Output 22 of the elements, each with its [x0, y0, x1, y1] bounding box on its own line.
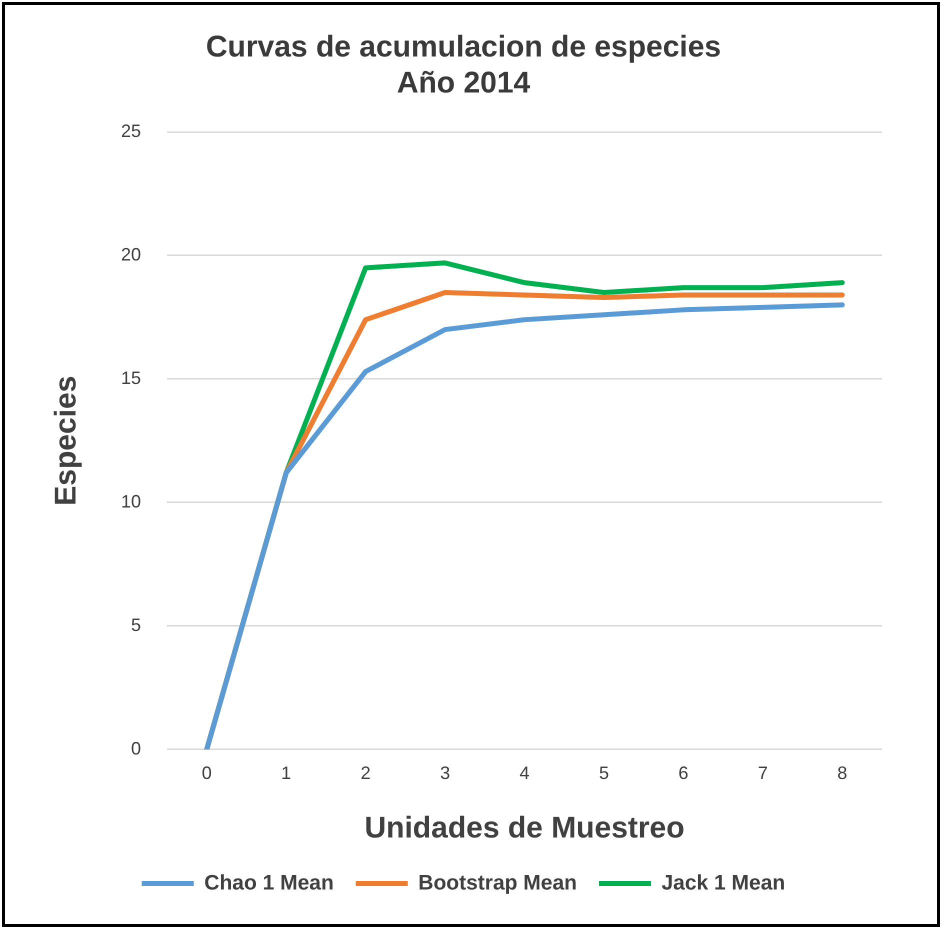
y-tick-label: 10 — [120, 491, 142, 512]
text: Año 2014 — [396, 66, 530, 100]
x-tick-label: 7 — [758, 763, 768, 784]
x-tick-label: 5 — [598, 763, 609, 784]
legend-label: Chao 1 Mean — [204, 871, 334, 894]
x-tick-label: 2 — [360, 763, 371, 784]
legend-label: Jack 1 Mean — [661, 871, 786, 894]
y-tick-label: 20 — [120, 244, 142, 264]
y-tick-label: 15 — [120, 368, 142, 388]
text: Curvas de acumulacion de especies — [206, 30, 722, 64]
x-tick-label: 6 — [678, 763, 688, 784]
x-tick-label: 1 — [281, 763, 292, 784]
y-axis-title: Especies — [49, 376, 82, 506]
x-tick-label: 8 — [837, 763, 848, 784]
y-tick-label: 5 — [131, 614, 142, 635]
x-tick-label: 3 — [440, 763, 450, 784]
y-tick-label: 25 — [120, 120, 142, 141]
x-tick-label: 4 — [520, 763, 530, 784]
y-tick-label: 0 — [131, 738, 142, 758]
legend-label: Bootstrap Mean — [418, 871, 577, 894]
x-axis-title: Unidades de Muestreo — [364, 811, 685, 844]
x-tick-label: 0 — [202, 763, 212, 784]
